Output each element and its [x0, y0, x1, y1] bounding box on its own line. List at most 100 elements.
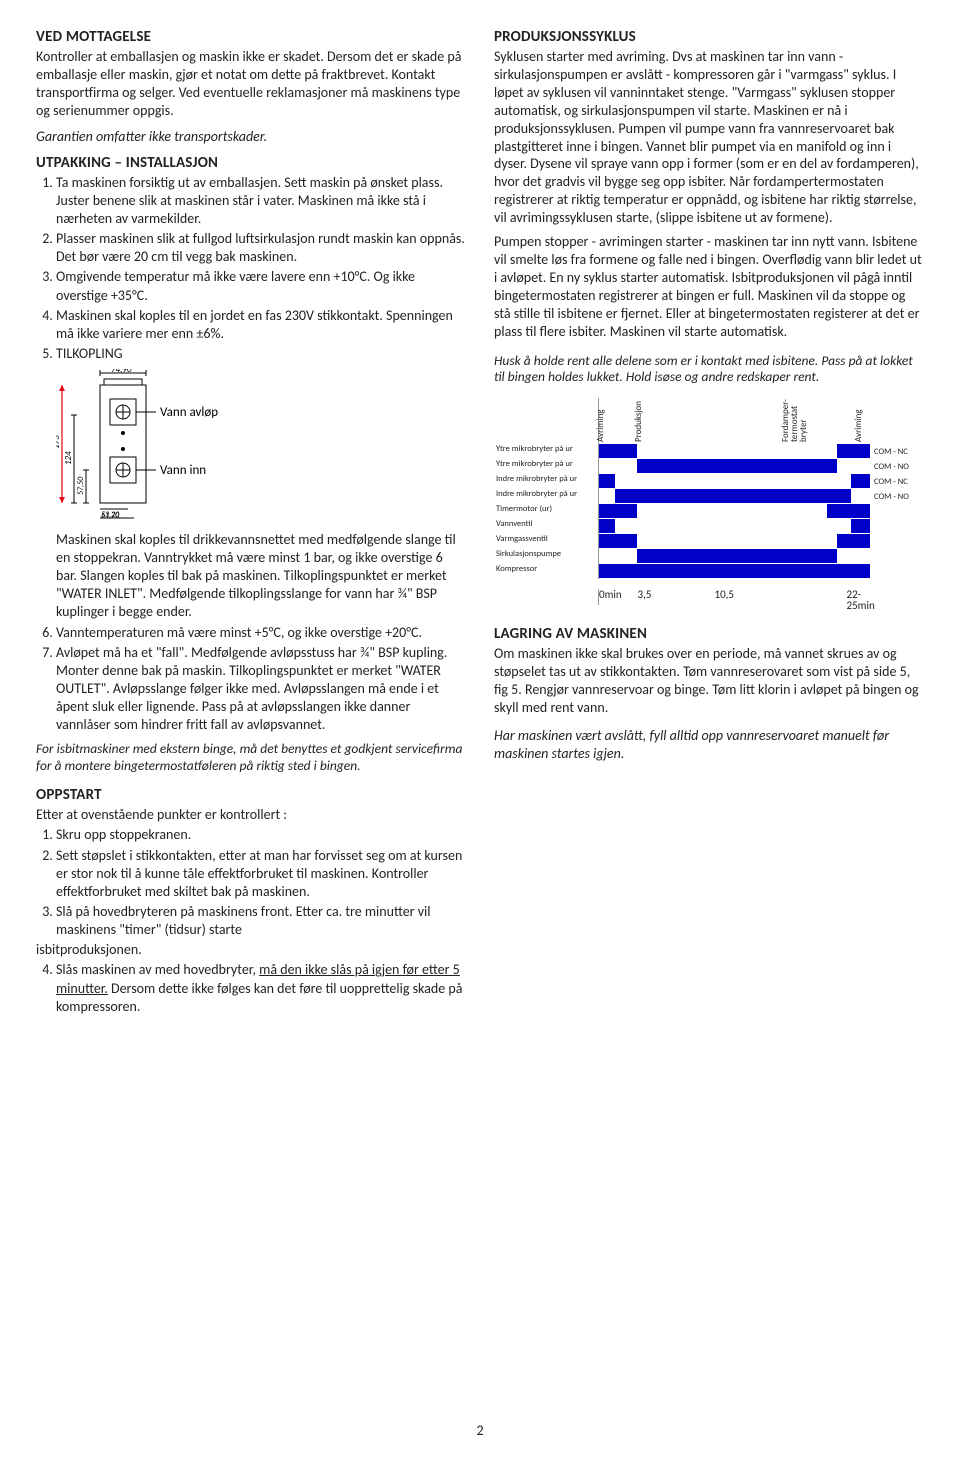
oppstart-1: Skru opp stoppekranen. — [56, 826, 466, 844]
heading-produksjon: PRODUKSJONSSYKLUS — [494, 28, 924, 46]
gantt-row-right — [870, 534, 924, 549]
gantt-rows: Ytre mikrobryter på urCOM - NCYtre mikro… — [494, 444, 924, 579]
gantt-axis-tick: 3,5 — [638, 589, 652, 600]
gantt-bar — [615, 489, 851, 503]
oppstart-list-2: Slås maskinen av med hovedbryter, må den… — [36, 961, 466, 1016]
gantt-axis-right-spacer — [874, 589, 924, 605]
gantt-bar — [637, 549, 838, 563]
heading-mottagelse: VED MOTTAGELSE — [36, 28, 466, 46]
gantt-header-row: Avriming Produksjon Fordamper- termostat b… — [494, 398, 924, 444]
gantt-row-label: Ytre mikrobryter på ur — [494, 444, 599, 459]
gantt-row-right — [870, 519, 924, 534]
install-item-5-rest: Maskinen skal koples til drikkevannsnett… — [56, 531, 456, 621]
gantt-row-label: Ytre mikrobryter på ur — [494, 459, 599, 474]
gantt-axis-tick: 10,5 — [715, 589, 734, 600]
tilkopling-diagram: 74,90 173 — [56, 369, 466, 524]
dim-124-text: 124 — [63, 451, 74, 465]
gantt-bar — [837, 534, 870, 548]
two-columns: VED MOTTAGELSE Kontroller at emballasjen… — [36, 28, 924, 1020]
gantt-chart: Avriming Produksjon Fordamper- termostat b… — [494, 398, 924, 605]
dim-top-text: 74,90 — [111, 369, 132, 375]
para-lagring: Om maskinen ikke skal brukes over en per… — [494, 645, 924, 717]
oppstart-2: Sett støpslet i stikkontakten, etter at … — [56, 847, 466, 902]
oppstart-4: Slås maskinen av med hovedbryter, må den… — [56, 961, 466, 1016]
gantt-row-right: COM - NC — [870, 474, 924, 489]
gantt-row: Indre mikrobryter på ur COM - NO — [494, 489, 924, 504]
label-inn: Vann inn — [160, 463, 206, 478]
gantt-bar — [851, 519, 870, 533]
install-item-5: TILKOPLING — [56, 345, 466, 621]
gantt-head-right-spacer — [874, 398, 924, 444]
gantt-row: Indre mikrobryter på ur COM - NC — [494, 474, 924, 489]
para-garanti: Garantien omfatter ikke transportskader. — [36, 128, 466, 146]
gantt-head-spacer — [494, 398, 599, 444]
gantt-axis-ticks: 0min3,510,522-25min — [599, 589, 874, 605]
gantt-bar — [637, 459, 838, 473]
gantt-bar — [827, 504, 870, 518]
para-prod-2: Pumpen stopper - avrimingen starter - ma… — [494, 233, 924, 340]
gantt-bar — [599, 444, 637, 458]
heading-lagring: LAGRING AV MASKINEN — [494, 625, 924, 643]
install-item-7: Avløpet må ha et "fall". Medfølgende avl… — [56, 644, 466, 735]
gantt-row-right — [870, 564, 924, 579]
para-prod-1: Syklusen starter med avriming. Dvs at ma… — [494, 48, 924, 227]
install-item-5-title: TILKOPLING — [56, 345, 123, 362]
para-oppstart-intro: Etter at ovenstående punkter er kontroll… — [36, 806, 466, 824]
gantt-row-track — [599, 504, 870, 519]
gantt-row-right: COM - NO — [870, 459, 924, 474]
gantt-row-right — [870, 549, 924, 564]
dim-124: 124 — [63, 415, 77, 503]
left-column: VED MOTTAGELSE Kontroller at emballasjen… — [36, 28, 466, 1020]
opp4b: Dersom dette ikke følges kan det føre ti… — [56, 980, 462, 1015]
port-inlet — [110, 447, 136, 483]
gantt-axis-tick: 0min — [599, 589, 622, 600]
gantt-row-right: COM - NC — [870, 444, 924, 459]
label-avlop: Vann avløp — [160, 405, 218, 420]
gantt-bar — [599, 519, 615, 533]
gantt-bar — [599, 474, 615, 488]
dim-top: 74,90 — [100, 369, 146, 376]
gantt-row: Sirkulasjonspumpe — [494, 549, 924, 564]
page-number: 2 — [36, 1402, 924, 1439]
heading-utpakking: UTPAKKING – INSTALLASJON — [36, 154, 466, 172]
gantt-bar — [599, 564, 870, 578]
gantt-bar — [599, 504, 637, 518]
gantt-row-label: Vannventil — [494, 519, 599, 534]
para-ekstern-binge: For isbitmaskiner med ekstern binge, må … — [36, 741, 466, 775]
gantt-bar — [837, 444, 870, 458]
gantt-row-label: Indre mikrobryter på ur — [494, 489, 599, 504]
gantt-row-track — [599, 444, 870, 459]
gantt-row-track — [599, 489, 870, 504]
gantt-row-right — [870, 504, 924, 519]
gantt-row-label: Kompressor — [494, 564, 599, 579]
gantt-row-track — [599, 459, 870, 474]
install-item-6: Vanntemperaturen må være minst +5°C, og … — [56, 624, 466, 642]
dim-57-text: 57,50 — [76, 476, 86, 495]
gantt-phase-label: Fordamper- termostat bryter — [781, 399, 808, 442]
gantt-row-track — [599, 549, 870, 564]
gantt-row: Timermotor (ur) — [494, 504, 924, 519]
heading-oppstart: OPPSTART — [36, 786, 466, 804]
dim-57: 57,50 — [76, 470, 89, 503]
gantt-phase-label: Avriming — [596, 410, 605, 443]
opp4a: Slås maskinen av med hovedbryter, — [56, 961, 259, 978]
gantt-row-track — [599, 534, 870, 549]
dim-173: 173 — [56, 385, 65, 503]
oppstart-3: Slå på hovedbryteren på maskinens front.… — [56, 903, 466, 939]
gantt-row: Vannventil — [494, 519, 924, 534]
para-husk: Husk å holde rent alle delene som er i k… — [494, 353, 924, 387]
dim-173-text: 173 — [56, 435, 62, 449]
right-column: PRODUKSJONSSYKLUS Syklusen starter med a… — [494, 28, 924, 1020]
gantt-row-right: COM - NO — [870, 489, 924, 504]
gantt-phase-label: Produksjon — [634, 401, 643, 442]
gantt-row-track — [599, 519, 870, 534]
gantt-row-label: Varmgassventil — [494, 534, 599, 549]
gantt-head-track: Avriming Produksjon Fordamper- termostat b… — [599, 398, 874, 442]
gantt-row-label: Indre mikrobryter på ur — [494, 474, 599, 489]
gantt-row: Kompressor — [494, 564, 924, 579]
gantt-row: Varmgassventil — [494, 534, 924, 549]
para-mottagelse: Kontroller at emballasjen og maskin ikke… — [36, 48, 466, 120]
gantt-row: Ytre mikrobryter på ur COM - NO — [494, 459, 924, 474]
gantt-axis: 0min3,510,522-25min — [494, 589, 924, 605]
install-item-3: Omgivende temperatur må ikke være lavere… — [56, 268, 466, 304]
